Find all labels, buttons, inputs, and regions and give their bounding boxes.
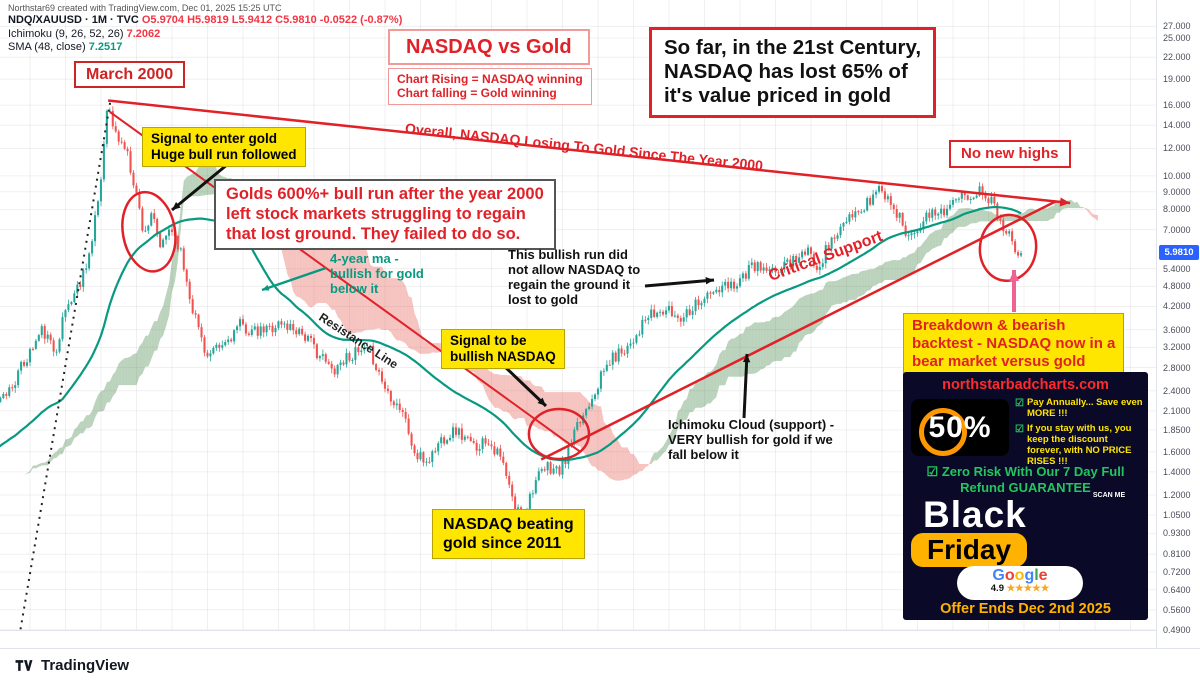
ichimoku-value: 7.2062 bbox=[126, 28, 161, 40]
beating-gold-note: NASDAQ beating gold since 2011 bbox=[432, 509, 585, 560]
statement-box: So far, in the 21st Century, NASDAQ has … bbox=[649, 27, 937, 118]
y-axis-label: 2.1000 bbox=[1163, 405, 1191, 416]
y-axis-label: 5.4000 bbox=[1163, 263, 1191, 274]
y-axis-label: 0.8100 bbox=[1163, 549, 1191, 560]
promo-bullets: ☑ Pay Annually... Save even MORE !!! ☑ I… bbox=[1015, 397, 1143, 472]
y-axis-label: 14.000 bbox=[1163, 120, 1191, 131]
y-axis-label: 2.8000 bbox=[1163, 362, 1191, 373]
ichimoku-legend-row[interactable]: Ichimoku (9, 26, 52, 26) 7.2062 bbox=[8, 28, 160, 40]
footer: TradingView bbox=[0, 648, 1200, 682]
qr-block: SCAN ME bbox=[1080, 492, 1138, 563]
y-axis-label: 1.4000 bbox=[1163, 466, 1191, 477]
y-axis-label: 0.5600 bbox=[1163, 604, 1191, 615]
y-axis-label: 0.4900 bbox=[1163, 624, 1191, 635]
y-axis-label: 1.2000 bbox=[1163, 490, 1191, 501]
qr-code bbox=[1080, 500, 1138, 558]
y-axis-label: 0.7200 bbox=[1163, 566, 1191, 577]
google-letter: o bbox=[1014, 567, 1025, 584]
google-letter: g bbox=[1024, 567, 1035, 584]
symbol-info: NDQ/XAUUSD · 1M · TVC bbox=[8, 14, 139, 26]
y-axis-label: 1.6000 bbox=[1163, 446, 1191, 457]
y-axis-label: 27.000 bbox=[1163, 21, 1191, 32]
y-axis-label: 10.000 bbox=[1163, 170, 1191, 181]
discount-text: 50% bbox=[928, 410, 992, 444]
bullish-run-note: This bullish run did not allow NASDAQ to… bbox=[508, 247, 641, 307]
google-letter: o bbox=[1004, 567, 1015, 584]
current-price-badge: 5.9810 bbox=[1159, 245, 1199, 261]
black-friday-word-friday: Friday bbox=[911, 533, 1028, 567]
offer-deadline: Offer Ends Dec 2nd 2025 bbox=[940, 601, 1111, 617]
y-axis-label: 4.2000 bbox=[1163, 301, 1191, 312]
google-letter: l bbox=[1034, 567, 1039, 584]
promo-banner: northstarbadcharts.com 50% ☑ Pay Annuall… bbox=[903, 372, 1148, 620]
y-axis-label: 3.6000 bbox=[1163, 324, 1191, 335]
y-axis-label: 16.000 bbox=[1163, 100, 1191, 111]
discount-ring-icon bbox=[919, 408, 967, 456]
y-axis-label: 22.000 bbox=[1163, 52, 1191, 63]
google-logo-text: Google bbox=[957, 568, 1083, 584]
y-axis-label: 1.0500 bbox=[1163, 510, 1191, 521]
rating-stars-icon: ★★★★★ bbox=[1006, 583, 1050, 594]
no-new-highs-label: No new highs bbox=[949, 140, 1071, 168]
ichimoku-cloud-note: Ichimoku Cloud (support) - VERY bullish … bbox=[668, 417, 835, 462]
y-axis-label: 3.2000 bbox=[1163, 342, 1191, 353]
y-axis-label: 12.000 bbox=[1163, 143, 1191, 154]
chart-key-note: Chart Rising = NASDAQ winning Chart fall… bbox=[388, 68, 592, 105]
credit-line: Northstar69 created with TradingView.com… bbox=[8, 3, 282, 13]
signal-bullish-nasdaq-note: Signal to be bullish NASDAQ bbox=[441, 329, 565, 370]
y-axis-label: 7.0000 bbox=[1163, 224, 1191, 235]
promo-bullet-text: Pay Annually... Save even MORE !!! bbox=[1026, 397, 1143, 419]
chart-title: NASDAQ vs Gold bbox=[388, 29, 590, 65]
tradingview-logo[interactable] bbox=[14, 657, 34, 674]
promo-bullet: ☑ Pay Annually... Save even MORE !!! bbox=[1015, 397, 1143, 420]
price-axis[interactable]: 5.9810 27.000 25.000 22.000 19.000 16.000 14.… bbox=[1156, 0, 1200, 648]
footer-brand[interactable]: TradingView bbox=[41, 657, 130, 674]
google-letter: e bbox=[1038, 567, 1048, 584]
breakdown-backtest-note: Breakdown & bearish backtest - NASDAQ no… bbox=[903, 313, 1125, 375]
y-axis-label: 9.0000 bbox=[1163, 186, 1191, 197]
ohlc-values: O5.9704 H5.9819 L5.9412 C5.9810 -0.0522 … bbox=[141, 14, 403, 26]
y-axis-label: 25.000 bbox=[1163, 32, 1191, 43]
sma-legend-row[interactable]: SMA (48, close) 7.2517 bbox=[8, 41, 122, 53]
symbol-legend-row[interactable]: NDQ/XAUUSD · 1M · TVC O5.9704 H5.9819 L5… bbox=[8, 14, 402, 26]
golds-bull-run-note: Golds 600%+ bull run after the year 2000… bbox=[214, 179, 556, 251]
y-axis-label: 8.0000 bbox=[1163, 204, 1191, 215]
promo-bullet-text: If you stay with us, you keep the discou… bbox=[1026, 422, 1132, 467]
march-2000-label: March 2000 bbox=[74, 61, 186, 89]
google-rating: 4.9 ★★★★★ bbox=[957, 583, 1083, 594]
signal-enter-gold-note: Signal to enter gold Huge bull run follo… bbox=[142, 127, 306, 168]
discount-badge: 50% bbox=[911, 399, 1009, 456]
y-axis-label: 1.8500 bbox=[1163, 424, 1191, 435]
y-axis-label: 4.8000 bbox=[1163, 281, 1191, 292]
y-axis-label: 19.000 bbox=[1163, 74, 1191, 85]
four-year-ma-note: 4-year ma - bullish for gold below it bbox=[330, 251, 424, 296]
promo-url: northstarbadcharts.com bbox=[942, 377, 1109, 393]
sma-value: 7.2517 bbox=[88, 41, 123, 53]
google-rating-card: Google 4.9 ★★★★★ bbox=[957, 566, 1083, 600]
sma-label: SMA (48, close) bbox=[8, 41, 86, 53]
check-icon: ☑ bbox=[1015, 398, 1024, 409]
black-friday-word-black: Black bbox=[923, 494, 1027, 535]
time-axis[interactable] bbox=[0, 630, 1156, 649]
zero-risk-note: ☑ Zero Risk With Our 7 Day Full Refund G… bbox=[926, 464, 1125, 496]
rating-value: 4.9 bbox=[990, 583, 1004, 594]
promo-bullet: ☑ If you stay with us, you keep the disc… bbox=[1015, 422, 1143, 468]
google-letter: G bbox=[992, 567, 1005, 584]
y-axis-label: 2.4000 bbox=[1163, 385, 1191, 396]
y-axis-label: 0.6400 bbox=[1163, 584, 1191, 595]
scan-me-label: SCAN ME bbox=[1092, 492, 1126, 499]
ichimoku-label: Ichimoku (9, 26, 52, 26) bbox=[8, 28, 124, 40]
y-axis-label: 0.9300 bbox=[1163, 528, 1191, 539]
check-icon: ☑ bbox=[1015, 423, 1024, 435]
